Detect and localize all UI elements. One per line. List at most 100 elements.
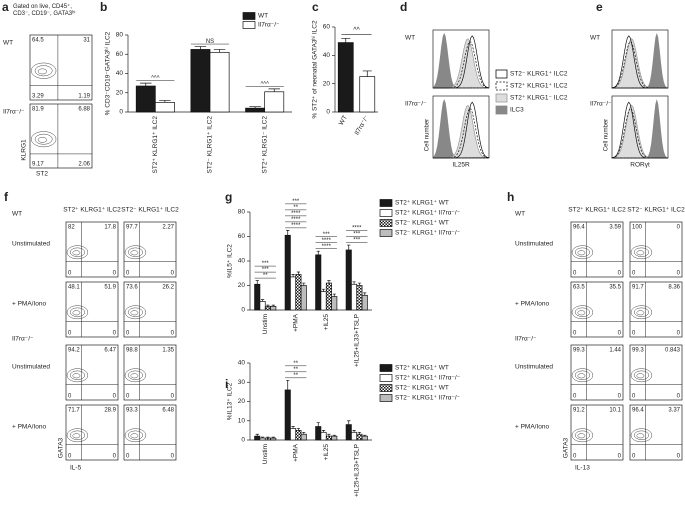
x-axis-label: ST2 [36, 171, 48, 178]
significance-label: **** [291, 211, 301, 217]
contour [574, 430, 590, 440]
quadrant-value: 100 [632, 225, 643, 231]
bar [325, 282, 332, 311]
flow-plot [65, 404, 119, 461]
legend-label: ST2⁻ KLRG1⁺ Il7rα⁻/⁻ [395, 230, 461, 237]
quadrant-value: 8.36 [668, 285, 680, 291]
quadrant-value: 93.3 [126, 408, 138, 414]
x-axis-label: IL25R [452, 162, 470, 169]
error-bar [347, 244, 351, 250]
legend-swatch [495, 93, 508, 103]
bar [320, 431, 327, 441]
group-label: Il7rα⁻/⁻ [405, 101, 427, 108]
y-axis-label: Cell number [604, 119, 610, 151]
quadrant-value: 48.1 [68, 285, 80, 291]
contour [636, 433, 645, 439]
contour [124, 428, 147, 443]
legend-swatch [379, 374, 393, 382]
y-tick-label: 10 [238, 417, 246, 424]
quadrant-value: 10.1 [609, 408, 621, 414]
quadrant-value: 9.17 [32, 162, 44, 168]
contour [636, 373, 645, 379]
legend-label: ST2⁺ KLRG1⁺ ILC2 [510, 83, 568, 90]
y-tick-label: 40 [238, 360, 246, 367]
quadrant-value: 98.8 [126, 348, 138, 354]
quadrant-value: 0 [113, 394, 117, 400]
contour [633, 247, 649, 257]
contour [66, 428, 89, 443]
bar [209, 51, 230, 113]
quadrant-value: 31 [83, 38, 90, 44]
contour [34, 65, 53, 77]
error-bar [332, 293, 336, 297]
histogram-curve [611, 35, 668, 89]
error-bar [260, 299, 265, 302]
flow-plot [123, 281, 177, 338]
contour [630, 368, 653, 383]
quadrant-value: 82 [68, 225, 75, 231]
error-bar [296, 428, 301, 431]
contour [577, 310, 586, 316]
error-bar [362, 70, 372, 77]
legend-label: ST2⁺ KLRG1⁻ ILC2 [510, 95, 568, 102]
y-tick-label: 80 [238, 209, 246, 216]
group-label: Il7rα⁻/⁻ [12, 336, 34, 343]
x-tick-label: ST2⁺ KLRG1⁺ ILC2 [152, 116, 159, 174]
y-tick-label: 60 [116, 51, 124, 58]
panel-label: i [225, 377, 228, 391]
quadrant-value: 64.5 [32, 38, 44, 44]
contour [571, 245, 594, 260]
gating-note: Gated on live, CD45⁺, CD3⁻, CD19⁻, GATA3… [13, 4, 76, 17]
bar [356, 433, 363, 441]
group-label: Il7rα⁻/⁻ [3, 109, 25, 116]
quadrant-value: 0 [573, 271, 577, 277]
panel-label: d [400, 0, 407, 14]
bar [295, 430, 302, 441]
error-bar [255, 433, 259, 437]
condition-label: Unstimulated [12, 364, 50, 371]
quadrant-value: 0 [618, 394, 622, 400]
histogram-curve [612, 32, 668, 88]
error-bar [286, 230, 290, 236]
quadrant-value: 0 [618, 271, 622, 277]
quadrant-value: 0 [126, 454, 130, 460]
bar [264, 305, 271, 311]
y-tick-label: 0 [241, 307, 245, 314]
bar [361, 435, 368, 441]
x-tick-label: +IL25 [323, 444, 330, 461]
y-axis-label: GATA3 [58, 437, 65, 458]
legend-label: ILC3 [510, 107, 524, 114]
quadrant-value: 0.843 [665, 348, 681, 354]
error-bar [341, 37, 351, 43]
group-label: WT [515, 211, 525, 218]
quadrant-value: 0 [113, 331, 117, 337]
quadrant-value: 94.2 [68, 348, 80, 354]
quadrant-value: 0 [113, 454, 117, 460]
legend-swatch [379, 219, 393, 227]
contour [574, 307, 590, 317]
quadrant-value: 0 [677, 454, 681, 460]
quadrant-value: 3.29 [32, 94, 44, 100]
legend-swatch [495, 81, 508, 91]
error-bar [266, 436, 270, 439]
bar [259, 301, 266, 311]
y-tick-label: 0 [241, 437, 245, 444]
y-axis-label: KLRG1 [21, 139, 28, 161]
x-axis-label: RORγt [630, 162, 650, 169]
error-bar [316, 422, 320, 427]
flow-plot [123, 344, 177, 401]
legend-label: ST2⁺ KLRG1⁺ WT [395, 200, 449, 207]
y-tick-label: 40 [116, 70, 124, 77]
x-tick-label: Unstim [262, 314, 269, 334]
x-tick-label: ST2⁺ KLRG1⁻ ILC2 [261, 116, 268, 174]
error-bar [302, 431, 306, 435]
flow-plot [29, 103, 93, 169]
x-tick-label: +PMA [292, 443, 299, 462]
flow-plot [65, 221, 119, 278]
contour [130, 310, 139, 316]
significance-label: *** [353, 232, 361, 238]
contour [577, 250, 586, 256]
error-bar [271, 436, 275, 439]
error-bar [194, 46, 207, 50]
